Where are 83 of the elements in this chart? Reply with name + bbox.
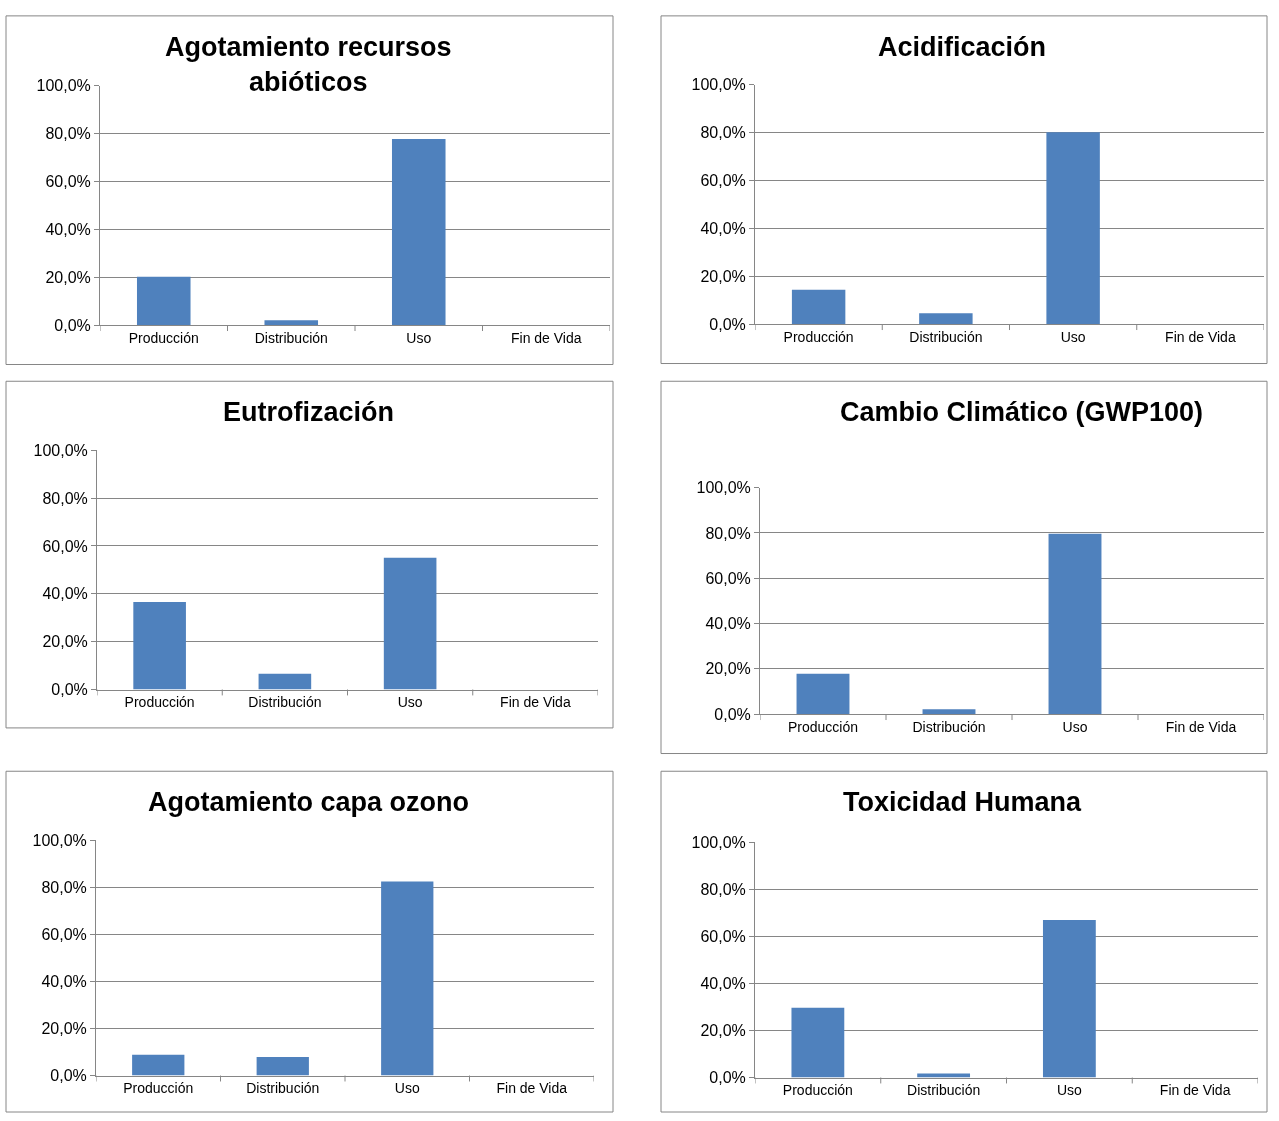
x-tick-label: Uso — [1056, 1082, 1083, 1099]
x-tick-label: Fin de Vida — [510, 329, 582, 346]
y-tick-label: 40,0% — [700, 974, 746, 992]
x-tick-label: Fin de Vida — [1165, 328, 1236, 345]
bar — [256, 1056, 309, 1076]
y-tick-label: 40,0% — [45, 220, 91, 238]
bar — [391, 138, 446, 326]
y-tick-label: 100,0% — [691, 833, 746, 851]
x-tick-label: Uso — [397, 694, 423, 711]
bar — [919, 313, 973, 325]
y-tick-label: 0,0% — [51, 681, 88, 699]
y-tick-label: 0,0% — [709, 315, 746, 333]
bar — [1042, 920, 1096, 1078]
y-tick-label: 60,0% — [41, 925, 87, 943]
x-tick-label: Uso — [394, 1080, 420, 1097]
chart-title: Toxicidad Humana — [843, 787, 1083, 817]
bar — [383, 557, 437, 690]
y-tick-label: 0,0% — [709, 1069, 746, 1087]
y-tick-label: 60,0% — [700, 927, 746, 945]
bar — [132, 1054, 185, 1076]
x-tick-label: Producción — [124, 694, 195, 711]
x-tick-label: Producción — [128, 329, 199, 346]
y-tick-label: 100,0% — [36, 77, 91, 95]
x-tick-label: Producción — [123, 1080, 194, 1097]
x-tick-label: Uso — [1060, 328, 1086, 345]
x-tick-label: Distribución — [254, 329, 328, 346]
bar — [791, 289, 846, 325]
chart-title: Acidificación — [878, 32, 1047, 62]
x-tick-label: Distribución — [912, 718, 986, 735]
x-tick-label: Distribución — [907, 1082, 981, 1099]
y-tick-label: 20,0% — [700, 1022, 746, 1040]
y-tick-label: 0,0% — [54, 316, 91, 334]
y-tick-label: 80,0% — [42, 489, 88, 507]
bar — [922, 709, 976, 715]
y-tick-label: 40,0% — [700, 220, 746, 238]
bar — [796, 673, 850, 715]
y-tick-label: 20,0% — [700, 267, 746, 285]
y-tick-label: 40,0% — [41, 973, 87, 991]
y-tick-label: 100,0% — [691, 76, 746, 94]
y-tick-label: 0,0% — [714, 705, 751, 723]
x-tick-label: Uso — [406, 329, 432, 346]
y-tick-label: 60,0% — [705, 569, 751, 587]
x-tick-label: Fin de Vida — [496, 1080, 568, 1097]
y-tick-label: 60,0% — [42, 537, 88, 555]
y-tick-label: 100,0% — [33, 441, 88, 459]
bar — [136, 276, 191, 326]
chart-title: Eutrofización — [223, 397, 395, 427]
x-tick-label: Uso — [1062, 718, 1088, 735]
chart-title: Agotamiento capa ozono — [148, 787, 470, 817]
bar — [1046, 132, 1100, 325]
y-tick-label: 60,0% — [700, 172, 746, 190]
y-tick-label: 60,0% — [45, 173, 91, 191]
y-tick-label: 20,0% — [42, 633, 88, 651]
x-tick-label: Producción — [787, 718, 859, 735]
y-tick-label: 80,0% — [700, 124, 746, 142]
y-tick-label: 40,0% — [705, 615, 751, 633]
chart-title: Cambio Climático (GWP100) — [840, 397, 1204, 427]
x-tick-label: Distribución — [246, 1080, 320, 1097]
bar — [133, 601, 186, 690]
x-tick-label: Producción — [783, 328, 854, 345]
bar — [381, 881, 434, 1076]
y-tick-label: 20,0% — [41, 1020, 87, 1038]
chart-title: Agotamiento recursos abióticos — [165, 32, 452, 98]
bar — [258, 673, 312, 690]
x-tick-label: Distribución — [248, 694, 322, 711]
bar — [1048, 533, 1102, 715]
y-tick-label: 0,0% — [50, 1067, 87, 1085]
x-tick-label: Fin de Vida — [500, 694, 571, 711]
x-tick-label: Fin de Vida — [1165, 718, 1237, 735]
y-tick-label: 40,0% — [42, 585, 88, 603]
y-tick-label: 100,0% — [32, 831, 87, 849]
y-tick-label: 100,0% — [696, 479, 751, 497]
x-tick-label: Fin de Vida — [1159, 1082, 1231, 1099]
y-tick-label: 80,0% — [700, 880, 746, 898]
y-tick-label: 20,0% — [705, 660, 751, 678]
y-tick-label: 80,0% — [705, 524, 751, 542]
y-tick-label: 80,0% — [41, 878, 87, 896]
y-tick-label: 20,0% — [45, 268, 91, 286]
bar — [791, 1007, 845, 1078]
y-tick-label: 80,0% — [45, 125, 91, 143]
bar — [264, 320, 319, 326]
x-tick-label: Producción — [782, 1082, 853, 1099]
x-tick-label: Distribución — [909, 328, 983, 345]
